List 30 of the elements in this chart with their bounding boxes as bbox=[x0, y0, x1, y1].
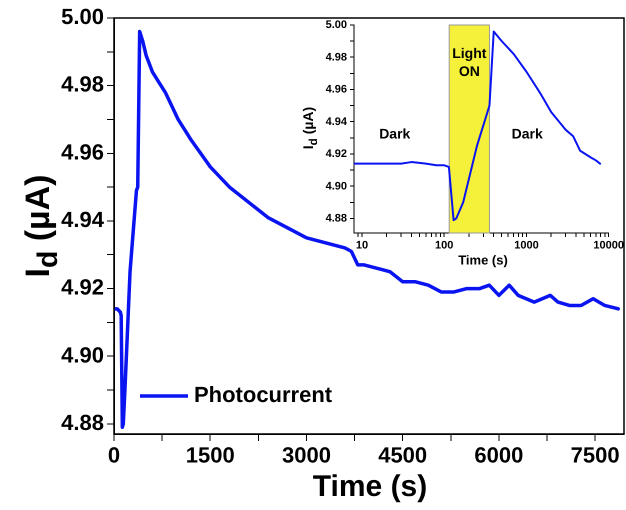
band-label: Light ON bbox=[452, 44, 487, 79]
y-tick-label: 4.96 bbox=[326, 84, 347, 96]
y-tick-label: 4.92 bbox=[61, 274, 104, 300]
y-tick-label: 4.98 bbox=[61, 72, 104, 97]
legend-label: Photocurrent bbox=[194, 382, 333, 408]
annotation: Dark bbox=[379, 125, 411, 142]
x-tick-label: 4500 bbox=[378, 442, 428, 468]
x-tick-label: 10000 bbox=[593, 240, 624, 252]
x-tick-label: 100 bbox=[435, 240, 454, 252]
x-tick-label: 1500 bbox=[186, 442, 235, 468]
y-tick-label: 4.88 bbox=[326, 212, 347, 225]
x-tick-label: 0 bbox=[108, 442, 120, 468]
x-axis-title: Time (s) bbox=[458, 252, 508, 268]
y-tick-label: 4.96 bbox=[61, 139, 104, 164]
x-tick-label: 7500 bbox=[570, 442, 620, 468]
x-tick-label: 1000 bbox=[514, 240, 539, 252]
y-tick-label: 5.00 bbox=[61, 4, 104, 30]
y-tick-label: 4.90 bbox=[61, 342, 104, 368]
y-tick-label: 4.94 bbox=[326, 116, 348, 128]
y-tick-label: 4.88 bbox=[61, 410, 104, 435]
x-tick-label: 3000 bbox=[282, 442, 331, 468]
y-tick-label: 4.94 bbox=[61, 206, 105, 232]
y-tick-label: 4.92 bbox=[326, 148, 347, 160]
x-tick-label: 10 bbox=[356, 240, 368, 252]
annotation: Dark bbox=[512, 125, 543, 142]
y-tick-label: 4.90 bbox=[326, 180, 347, 192]
x-axis-title: Time (s) bbox=[312, 470, 428, 504]
x-tick-label: 6000 bbox=[474, 442, 524, 468]
y-tick-label: 5.00 bbox=[326, 19, 347, 32]
y-tick-label: 4.98 bbox=[326, 51, 347, 64]
